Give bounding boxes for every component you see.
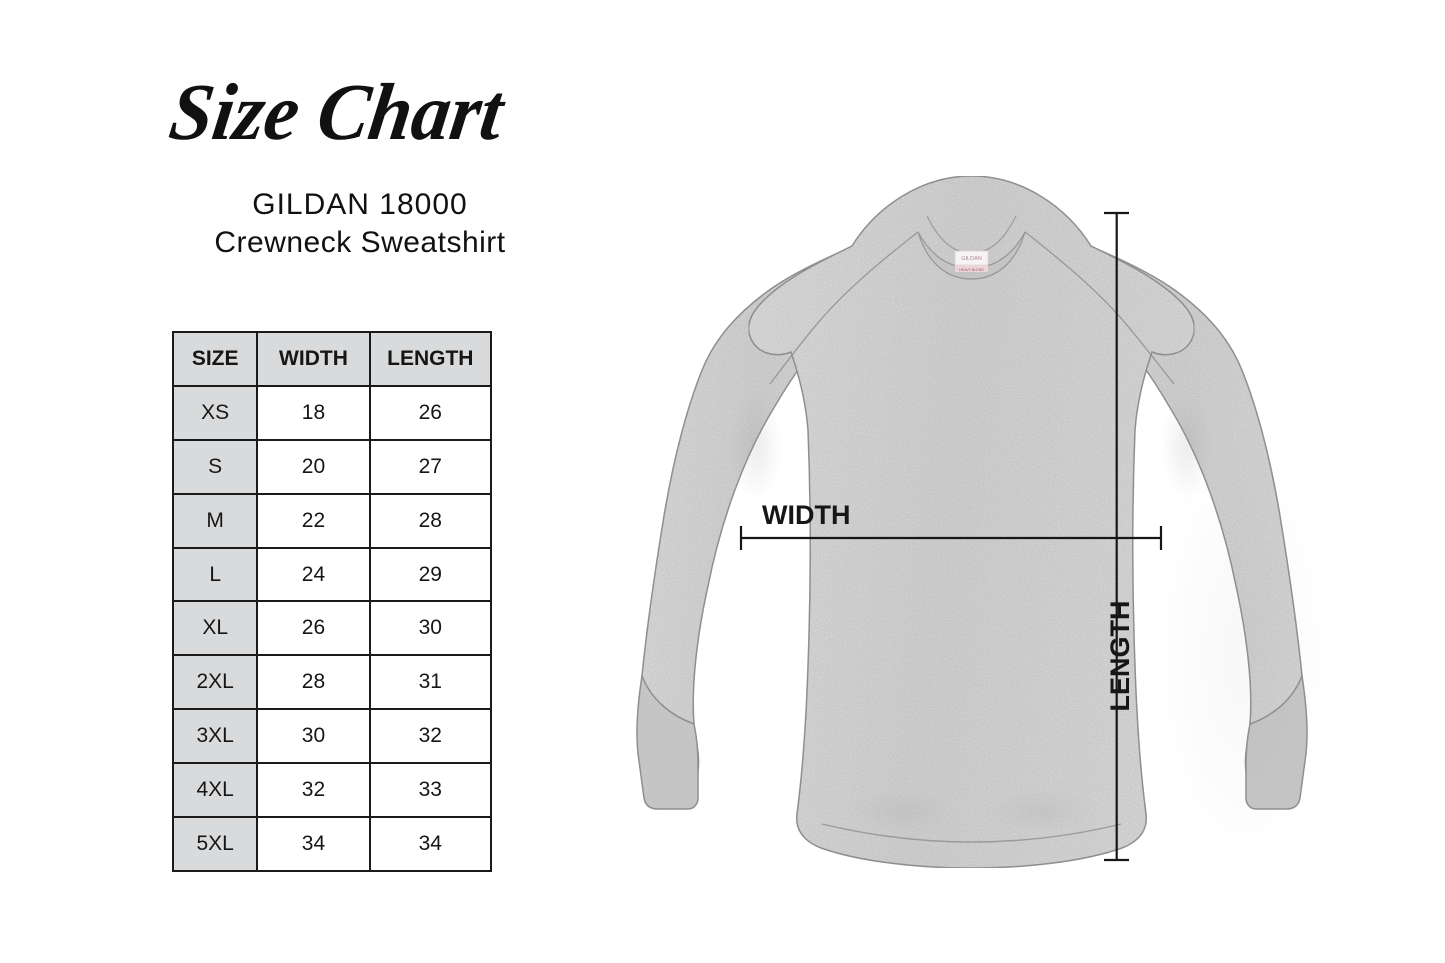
svg-text:WIDTH: WIDTH	[762, 500, 850, 530]
svg-text:LENGTH: LENGTH	[1105, 601, 1135, 712]
